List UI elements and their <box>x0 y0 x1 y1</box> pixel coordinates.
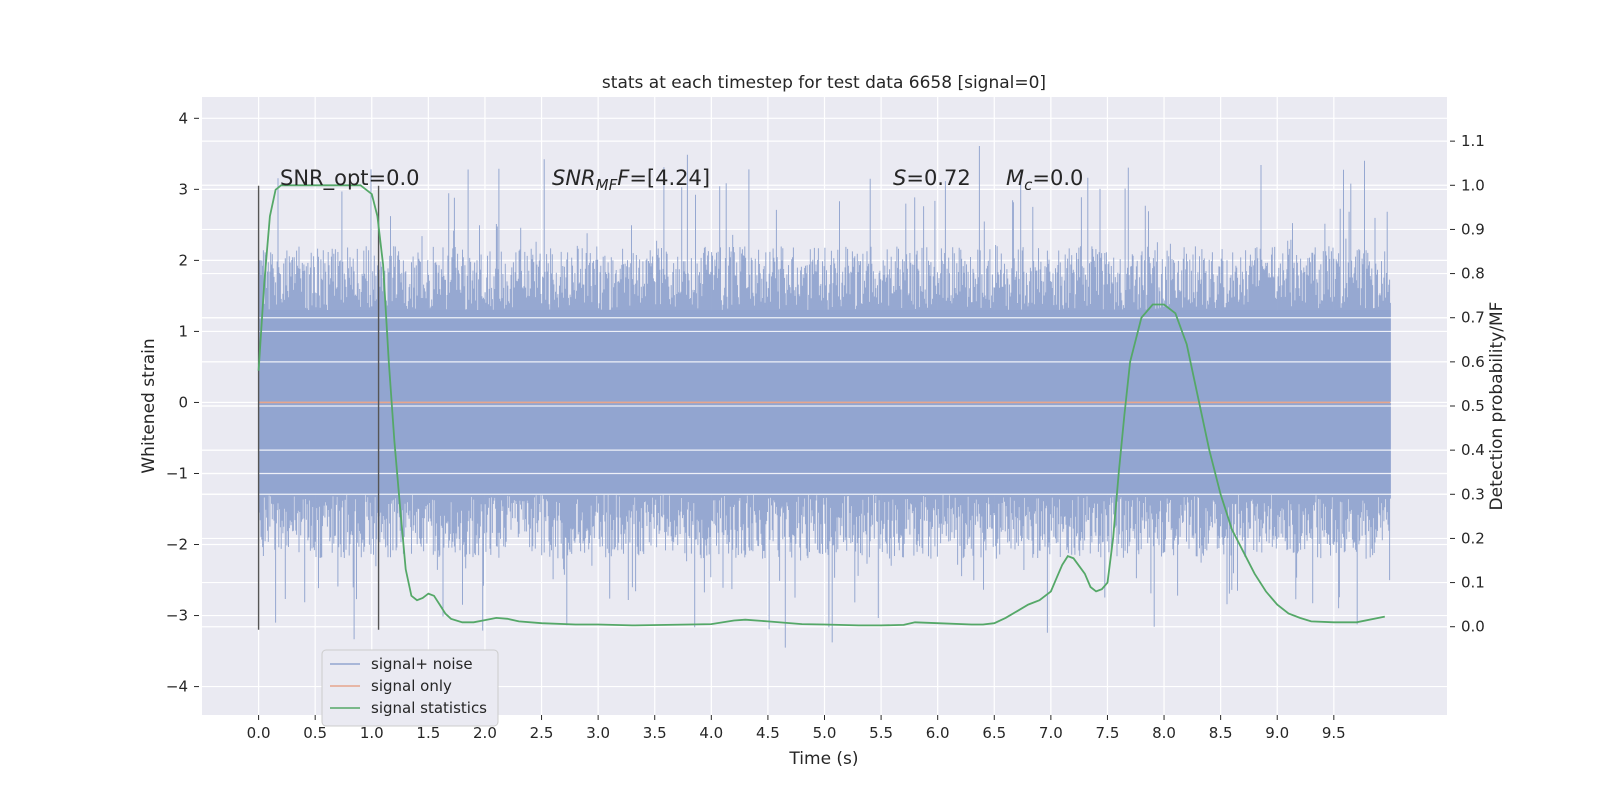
x-tick-label: 8.5 <box>1209 724 1233 742</box>
y-right-tick-label: 0.9 <box>1461 220 1485 238</box>
x-axis-ticks: 0.0 0.5 1.0 1.5 2.0 2.5 3.0 3.5 4.0 4.5 5.0 5.5 6.0 6… <box>247 715 1346 742</box>
y-left-tick-label: −3 <box>166 607 188 625</box>
vertical-markers <box>257 185 380 630</box>
x-tick-label: 7.0 <box>1039 724 1063 742</box>
series-signal-statistics <box>257 184 1385 627</box>
x-tick-label: 5.0 <box>813 724 837 742</box>
x-tick-label: 3.0 <box>586 724 610 742</box>
y-left-tick-label: −1 <box>166 464 188 482</box>
legend-box <box>321 649 499 727</box>
x-tick-label: 6.0 <box>926 724 950 742</box>
x-tick-label: 8.0 <box>1152 724 1176 742</box>
annotation-snr-mf: SNRMFF=[4.24] <box>552 166 710 194</box>
y-left-tick-label: −2 <box>166 536 188 554</box>
y-right-axis-ticks: 1.1 1.0 0.9 0.8 0.7 0.6 0.5 0.4 0.3 0.2 0.1 0.0 <box>1450 132 1485 636</box>
y-right-tick-label: 0.8 <box>1461 265 1485 283</box>
x-tick-label: 1.5 <box>416 724 440 742</box>
y-left-axis-label: Whitened strain <box>139 338 159 473</box>
y-left-tick-label: −4 <box>166 678 188 696</box>
y-right-tick-label: 1.1 <box>1461 132 1485 150</box>
y-right-tick-label: 0.6 <box>1461 353 1485 371</box>
annotation-s: S=0.72 <box>893 166 971 190</box>
y-right-tick-label: 0.3 <box>1461 485 1485 503</box>
x-tick-label: 2.0 <box>473 724 497 742</box>
y-right-tick-label: 0.2 <box>1461 529 1485 547</box>
legend-label-stats: signal statistics <box>371 699 487 717</box>
x-tick-label: 9.5 <box>1322 724 1346 742</box>
y-left-tick-label: 0 <box>178 393 188 411</box>
y-right-axis-label: Detection probability/MF <box>1487 302 1507 511</box>
annotation-snr-opt: SNR_opt=0.0 <box>280 166 420 191</box>
x-tick-label: 0.5 <box>303 724 327 742</box>
y-left-tick-label: 1 <box>178 322 188 340</box>
y-right-tick-label: 0.4 <box>1461 441 1485 459</box>
x-tick-label: 4.5 <box>756 724 780 742</box>
x-axis-label: Time (s) <box>788 749 858 769</box>
signal-statistics-line <box>257 184 1385 627</box>
x-tick-label: 1.0 <box>360 724 384 742</box>
legend: signal+ noise signal only signal statist… <box>321 649 499 727</box>
y-left-tick-label: 4 <box>178 109 188 127</box>
y-right-tick-label: 0.7 <box>1461 309 1485 327</box>
y-right-tick-label: 0.5 <box>1461 397 1485 415</box>
x-tick-label: 0.0 <box>247 724 271 742</box>
y-left-tick-label: 3 <box>178 180 188 198</box>
y-right-tick-label: 1.0 <box>1461 176 1485 194</box>
x-tick-label: 2.5 <box>530 724 554 742</box>
x-tick-label: 9.0 <box>1265 724 1289 742</box>
y-left-tick-label: 2 <box>178 251 188 269</box>
x-tick-label: 4.0 <box>699 724 723 742</box>
x-tick-label: 7.5 <box>1096 724 1120 742</box>
y-right-tick-label: 0.0 <box>1461 618 1485 636</box>
y-right-tick-label: 0.1 <box>1461 574 1485 592</box>
y-left-axis-ticks: 4 3 2 1 0 −1 −2 −3 −4 <box>166 109 199 696</box>
chart-title: stats at each timestep for test data 665… <box>602 73 1046 93</box>
x-tick-label: 5.5 <box>869 724 893 742</box>
legend-label-signal: signal only <box>371 677 452 695</box>
annotation-mc: Mc=0.0 <box>1006 166 1083 194</box>
x-tick-label: 3.5 <box>643 724 667 742</box>
legend-label-noise: signal+ noise <box>371 655 473 673</box>
x-tick-label: 6.5 <box>982 724 1006 742</box>
